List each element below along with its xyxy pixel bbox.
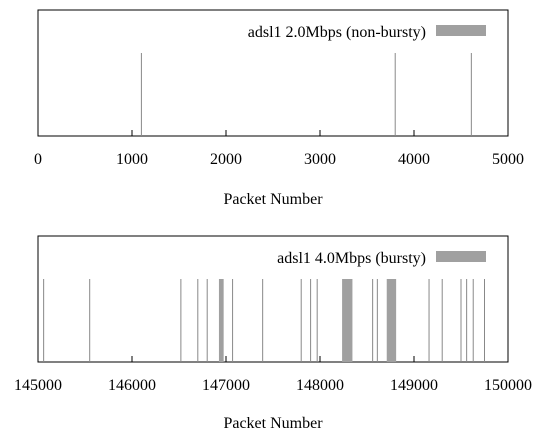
x-tick-label: 2000 bbox=[210, 151, 242, 168]
x-axis-ticks: 145000 146000 147000 148000 149000 150000 bbox=[14, 356, 532, 394]
event-marks bbox=[140, 53, 472, 136]
event-burst bbox=[342, 279, 353, 362]
x-tick-label: 148000 bbox=[296, 377, 344, 394]
event-burst bbox=[386, 279, 397, 362]
x-axis-label: Packet Number bbox=[223, 191, 323, 208]
event-marks bbox=[43, 279, 485, 362]
legend-swatch bbox=[436, 251, 486, 262]
panel-non-bursty: 0 1000 2000 3000 4000 5000 adsl1 2.0Mbps (non… bbox=[34, 9, 524, 208]
x-axis-ticks: 0 1000 2000 3000 4000 5000 bbox=[34, 130, 524, 168]
x-tick-label: 150000 bbox=[484, 377, 532, 394]
x-tick-label: 149000 bbox=[390, 377, 438, 394]
x-tick-label: 0 bbox=[34, 151, 42, 168]
x-tick-label: 1000 bbox=[116, 151, 148, 168]
plot-frame bbox=[37, 235, 509, 363]
legend-swatch bbox=[436, 25, 486, 36]
x-tick-label: 147000 bbox=[202, 377, 250, 394]
x-tick-label: 145000 bbox=[14, 377, 62, 394]
x-axis-label: Packet Number bbox=[223, 415, 323, 432]
legend-label: adsl1 4.0Mbps (bursty) bbox=[277, 250, 426, 267]
plot-frame bbox=[37, 9, 509, 137]
x-tick-label: 4000 bbox=[398, 151, 430, 168]
event-burst bbox=[218, 279, 224, 362]
x-tick-label: 146000 bbox=[108, 377, 156, 394]
panel-bursty: 145000 146000 147000 148000 149000 150000 ads… bbox=[14, 235, 532, 432]
x-tick-label: 5000 bbox=[492, 151, 524, 168]
legend-label: adsl1 2.0Mbps (non-bursty) bbox=[248, 24, 426, 41]
x-tick-label: 3000 bbox=[304, 151, 336, 168]
